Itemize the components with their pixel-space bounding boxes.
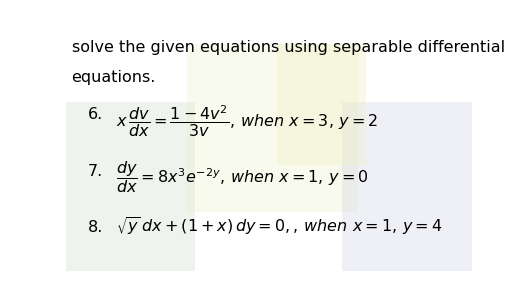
Bar <box>187 43 358 212</box>
Bar <box>277 43 366 165</box>
Bar <box>342 102 472 271</box>
Text: $\sqrt{y}\,dx + (1+x)\,dy = 0$$\mathit{,,\,when\ x = 1,\,y = 4}$: $\sqrt{y}\,dx + (1+x)\,dy = 0$$\mathit{,… <box>116 216 443 238</box>
Text: solve the given equations using separable differential: solve the given equations using separabl… <box>72 40 505 55</box>
Text: $\dfrac{dy}{dx} = 8x^3e^{-2y}$$\mathit{,\,when\ x = 1,\,y = 0}$: $\dfrac{dy}{dx} = 8x^3e^{-2y}$$\mathit{,… <box>116 159 369 195</box>
Text: $x\,\dfrac{dv}{dx} = \dfrac{1-4v^2}{3v}$$\mathit{,\,when\ x = 3,\,y = 2}$: $x\,\dfrac{dv}{dx} = \dfrac{1-4v^2}{3v}$… <box>116 103 379 139</box>
Bar <box>66 102 195 271</box>
Text: 8.: 8. <box>88 220 103 235</box>
Text: equations.: equations. <box>72 71 156 85</box>
Text: 6.: 6. <box>88 107 103 122</box>
Text: 7.: 7. <box>88 164 103 179</box>
